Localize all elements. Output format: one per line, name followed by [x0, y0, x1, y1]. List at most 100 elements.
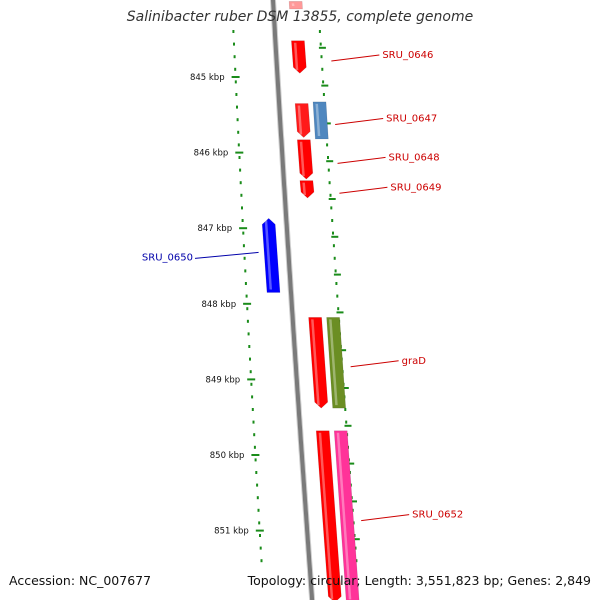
gene-unlabeled-8[interactable]	[315, 430, 342, 603]
guide-dot	[322, 93, 325, 96]
guide-dot	[241, 206, 243, 210]
guide-dot	[354, 546, 357, 550]
guide-dot	[241, 219, 244, 222]
guide-dot	[336, 294, 339, 298]
guide-dot	[245, 294, 248, 298]
gene-label-leader	[331, 54, 380, 62]
guide-dot	[345, 420, 348, 424]
guide-dot	[237, 130, 240, 134]
guide-dot	[333, 256, 336, 260]
gene-sru_0650[interactable]	[261, 217, 281, 293]
gene-highlight	[318, 432, 334, 600]
kbp-tick-label: 848 kbp	[201, 300, 236, 310]
kbp-tick-label: 846 kbp	[194, 149, 229, 159]
guide-dot	[242, 244, 245, 248]
minor-tick	[344, 424, 352, 427]
guide-dot	[237, 143, 240, 147]
guide-dot	[334, 269, 337, 273]
guide-dot	[320, 55, 323, 59]
kbp-tick	[239, 227, 248, 230]
guide-dot	[337, 307, 340, 311]
guide-dot	[330, 206, 333, 210]
minor-tick	[333, 273, 341, 276]
topology-text: Topology: circular; Length: 3,551,823 bp…	[247, 573, 591, 588]
kbp-tick	[251, 454, 260, 456]
guide-dot	[248, 345, 251, 348]
guide-dot	[242, 231, 245, 235]
guide-dot	[318, 30, 321, 33]
minor-tick	[321, 84, 329, 87]
guide-dot	[256, 496, 259, 500]
guide-dot	[260, 559, 263, 563]
guide-dot	[247, 332, 250, 336]
guide-dot	[244, 269, 247, 273]
gene-highlight	[311, 319, 320, 406]
guide-dot	[326, 143, 329, 147]
gene-body	[326, 317, 347, 409]
gene-label: SRU_0647	[386, 113, 437, 124]
guide-dot	[236, 105, 238, 109]
gene-body	[288, 1, 303, 10]
gene-highlight	[291, 3, 295, 6]
guide-dot	[329, 193, 332, 197]
gene-label-leader	[337, 156, 386, 164]
guide-dot	[246, 307, 249, 311]
gene-label: SRU_0649	[390, 182, 441, 193]
gene-sru_0648[interactable]	[296, 139, 314, 180]
minor-tick	[328, 198, 336, 200]
guide-dot	[253, 445, 256, 449]
kbp-tick-label: 849 kbp	[206, 375, 241, 385]
guide-dot	[254, 458, 257, 462]
gene-highlight	[302, 182, 306, 195]
guide-dot	[234, 80, 237, 84]
kbp-tick-label: 845 kbp	[190, 73, 225, 83]
gene-unlabeled-10[interactable]	[288, 1, 303, 10]
guide-dot	[259, 534, 261, 537]
gene-body	[294, 103, 311, 138]
guide-dot	[244, 282, 247, 285]
guide-dot	[259, 546, 262, 550]
guide-dot	[327, 168, 330, 172]
guide-dot	[243, 256, 246, 260]
guide-dot	[234, 67, 237, 71]
minor-tick	[341, 387, 349, 389]
gene-body	[291, 40, 307, 74]
minor-tick	[336, 311, 344, 314]
kbp-tick	[235, 151, 244, 154]
gene-unlabeled-1[interactable]	[294, 103, 311, 138]
guide-dot	[249, 357, 251, 361]
minor-tick	[352, 538, 360, 541]
gene-body	[312, 101, 329, 140]
guide-dot	[257, 508, 260, 512]
gene-body	[299, 180, 315, 199]
gene-unlabeled-6[interactable]	[308, 317, 329, 409]
minor-tick	[347, 462, 355, 465]
gene-sru_0647[interactable]	[312, 101, 329, 140]
genome-backbone	[270, 0, 315, 604]
gene-label: SRU_0646	[382, 50, 433, 61]
gene-highlight	[329, 319, 338, 406]
gene-grad[interactable]	[326, 317, 347, 409]
kbp-tick	[231, 76, 240, 78]
genome-title: Salinibacter ruber DSM 13855, complete g…	[126, 9, 474, 25]
guide-dot	[250, 382, 253, 386]
kbp-tick-label: 850 kbp	[210, 451, 245, 461]
guide-dot	[236, 118, 239, 122]
gene-label: graD	[402, 356, 427, 367]
gene-highlight	[336, 432, 352, 600]
kbp-tick	[255, 529, 264, 532]
guide-dot	[233, 55, 236, 59]
guide-dot	[327, 156, 329, 159]
guide-dot	[239, 181, 242, 185]
guide-dot	[335, 282, 338, 285]
gene-body	[308, 317, 329, 409]
guide-dot	[328, 181, 331, 185]
gene-sru_0649[interactable]	[299, 180, 315, 199]
guide-dot	[253, 433, 256, 437]
minor-tick	[326, 160, 334, 163]
guide-dot	[256, 483, 259, 487]
guide-dot	[355, 559, 358, 563]
gene-sru_0646[interactable]	[291, 40, 307, 74]
